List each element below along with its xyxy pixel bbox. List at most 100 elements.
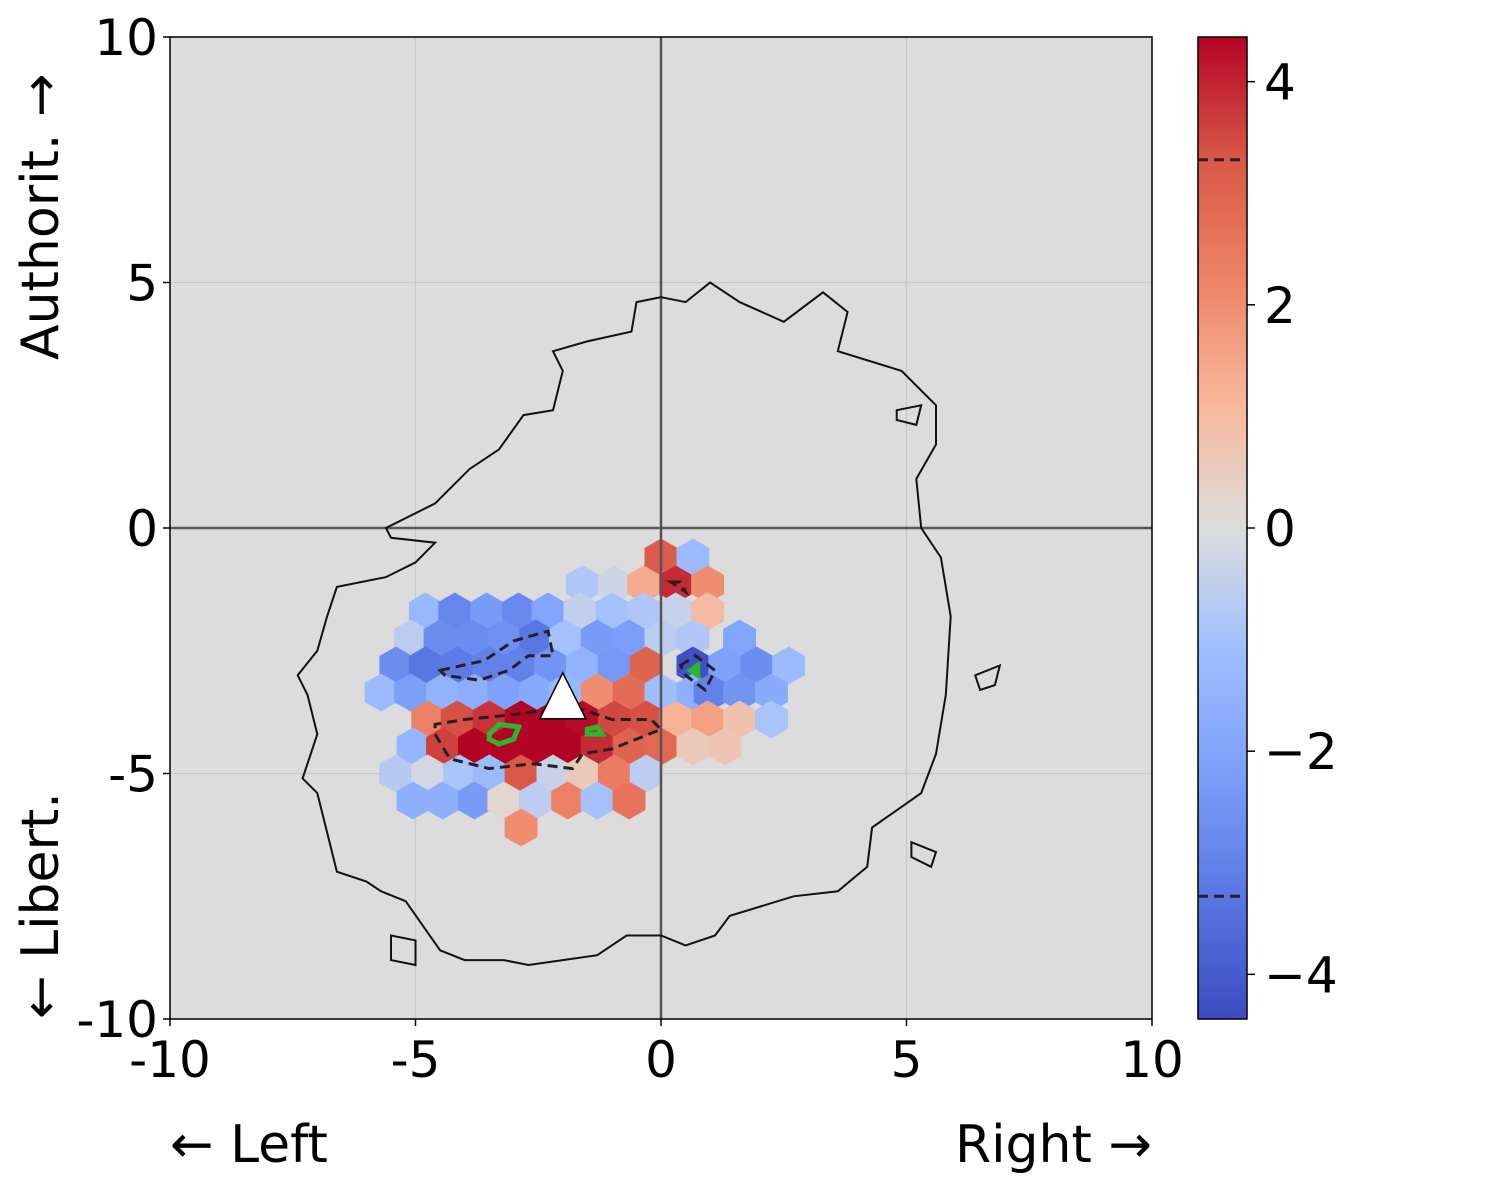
hexbin-cell	[408, 592, 442, 631]
y-tick-label: 0	[126, 500, 158, 558]
hexbin-cell	[723, 673, 756, 712]
x-tick-label: -10	[129, 1031, 211, 1089]
x-tick-label: 0	[645, 1031, 677, 1089]
green-contour	[686, 660, 701, 680]
hexbin-cell	[659, 700, 693, 739]
hexbin-cell	[426, 781, 459, 820]
hexbin-cell	[394, 673, 427, 712]
density-contour-island	[390, 934, 417, 967]
hexbin-cell	[519, 619, 553, 658]
hexbin-cell	[597, 646, 631, 685]
hexbin-cell	[566, 646, 599, 685]
y-label-bottom: ← Libert.	[11, 792, 71, 1019]
hexbin-cell	[487, 781, 521, 820]
hexbin-cell	[566, 565, 599, 604]
hexbin-cell	[691, 565, 725, 604]
hexbin-cell	[470, 592, 504, 631]
hexbin-cell	[531, 592, 565, 631]
hexbin-cell	[676, 538, 710, 577]
hexbin-cell	[472, 754, 506, 793]
green-contour	[486, 721, 523, 747]
contour-layer	[296, 281, 1002, 967]
hexbin-cell	[551, 781, 585, 820]
hexbin-cell	[487, 619, 521, 658]
hexbin-cell	[627, 565, 661, 604]
dashed-level-contour	[665, 580, 690, 597]
hexbin-cell	[472, 646, 506, 685]
x-tick-label: 10	[1120, 1031, 1184, 1089]
hexbin-cell	[423, 619, 457, 658]
hexbin-cell	[612, 781, 646, 820]
hexbin-cell	[396, 781, 430, 820]
hexbin-cell	[443, 754, 477, 793]
x-tick-label: -5	[391, 1031, 441, 1089]
colorbar-tick-label: −4	[1264, 946, 1338, 1004]
hexbin-cell	[504, 700, 538, 739]
hexbin-cell	[504, 754, 538, 793]
hexbin-cell	[458, 673, 491, 712]
hexbin-cell	[487, 673, 521, 712]
density-contour-island	[895, 404, 923, 427]
y-tick-label: 10	[94, 9, 158, 67]
hexbin-cell	[580, 673, 614, 712]
hexbin-cell	[458, 727, 491, 766]
hexbin-cell	[708, 646, 742, 685]
hexbin-cell	[595, 592, 629, 631]
y-tick-label: -10	[76, 991, 158, 1049]
hexbin-cell	[693, 673, 727, 712]
hexbin-cell	[440, 700, 474, 739]
hexbin-cell	[659, 592, 693, 631]
zero-axes	[170, 37, 1152, 1019]
x-label-left: ← Left	[170, 1115, 328, 1175]
dashed-level-contour	[433, 708, 664, 771]
hexbin-cell	[458, 781, 491, 820]
hexbin-cell	[612, 673, 646, 712]
marker-layer	[538, 671, 588, 720]
hexbin-layer	[364, 538, 806, 847]
hexbin-cell	[426, 673, 459, 712]
density-contour-island	[910, 840, 938, 869]
hexbin-cell	[519, 673, 553, 712]
hexbin-cell	[740, 646, 774, 685]
hexbin-cell	[676, 619, 710, 658]
hexbin-cell	[627, 592, 661, 631]
hexbin-cell	[708, 727, 742, 766]
hexbin-cell	[408, 646, 442, 685]
hexbin-cell	[426, 727, 459, 766]
hexbin-cell	[629, 754, 663, 793]
colorbar-tick-label: 2	[1264, 277, 1296, 335]
hexbin-cell	[502, 592, 536, 631]
colorbar-tick-label: 0	[1264, 500, 1296, 558]
hexbin-cell	[691, 592, 725, 631]
hexbin-cell	[551, 727, 585, 766]
hexbin-cell	[438, 592, 472, 631]
green-contour	[584, 724, 607, 737]
hexbin-cell	[379, 646, 413, 685]
hexbin-cell	[519, 727, 553, 766]
hexbin-cell	[723, 619, 756, 658]
y-tick-label: 5	[126, 255, 158, 313]
hexbin-cell	[455, 619, 489, 658]
dashed-level-contour	[678, 653, 717, 693]
hexbin-cell	[411, 754, 445, 793]
hexbin-cell	[536, 754, 570, 793]
hexbin-cell	[755, 700, 788, 739]
hexbin-cell	[411, 700, 445, 739]
colorbar-tick-label: −2	[1264, 723, 1338, 781]
colorbar-tick-label: 4	[1264, 54, 1296, 112]
dashed-level-contour	[437, 629, 555, 682]
hexbin-cell	[504, 808, 538, 847]
y-label-top: Authorit. →	[11, 73, 71, 360]
hexbin-cell	[755, 673, 788, 712]
hexbin-cell	[566, 754, 599, 793]
density-contour-outer	[296, 281, 952, 967]
axis-ticks: -10 -5 0 5 10 10 5 0 -5 -10	[76, 9, 1183, 1089]
hexbin-cell	[676, 727, 710, 766]
hexbin-cell	[563, 592, 597, 631]
hexbin-cell	[379, 754, 413, 793]
density-contour-island	[973, 663, 1002, 692]
hexbin-cell	[580, 727, 614, 766]
hexbin-cell	[580, 619, 614, 658]
hexbin-cell	[597, 754, 631, 793]
